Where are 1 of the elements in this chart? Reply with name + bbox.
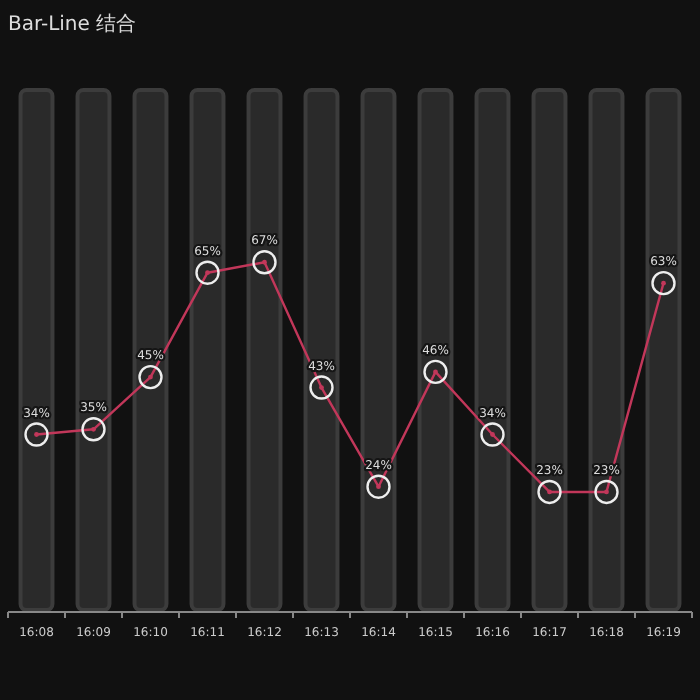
title: Bar-Line 结合 [8,14,137,36]
